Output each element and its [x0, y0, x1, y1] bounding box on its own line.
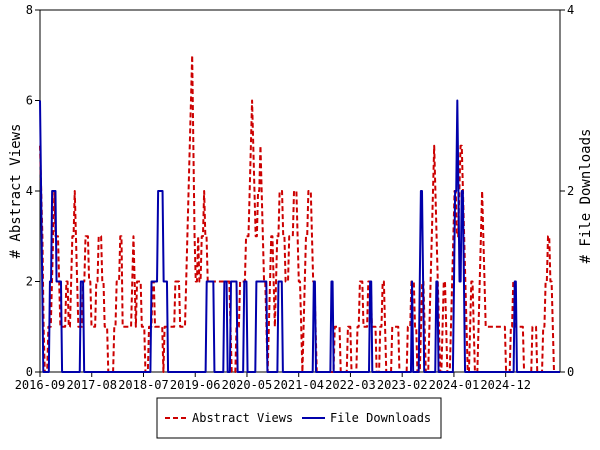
right-axis-title: # File Downloads — [578, 129, 594, 264]
x-tick-label: 2024-01 — [429, 378, 480, 392]
series-line-file-downloads — [39, 99, 560, 373]
x-tick-label: 2023-02 — [377, 378, 428, 392]
left-tick-label: 2 — [26, 275, 33, 289]
x-tick-label: 2019-06 — [170, 378, 221, 392]
legend: Abstract Views File Downloads — [156, 397, 442, 439]
x-tick-label: 2022-03 — [325, 378, 376, 392]
right-tick-label: 0 — [567, 365, 574, 379]
legend-box — [156, 397, 442, 439]
x-tick-label: 2017-08 — [66, 378, 117, 392]
legend-label-file-downloads: File Downloads — [330, 411, 431, 425]
series-line-abstract-views — [39, 54, 560, 373]
left-tick-label: 4 — [26, 184, 33, 198]
x-tick-label: 2016-09 — [15, 378, 66, 392]
left-tick-label: 0 — [26, 365, 33, 379]
x-axis: 2016-09 2017-08 2018-07 2019-06 2020-05 2021-… — [15, 372, 531, 392]
x-tick-label: 2024-12 — [480, 378, 531, 392]
series-layer — [39, 54, 560, 373]
left-tick-label: 6 — [26, 94, 33, 108]
left-y-axis: 0 2 4 6 8 — [26, 3, 40, 379]
left-tick-label: 8 — [26, 3, 33, 17]
right-tick-label: 2 — [567, 184, 574, 198]
x-tick-label: 2021-04 — [273, 378, 324, 392]
plot-area — [39, 9, 561, 373]
right-y-axis: 0 2 4 — [560, 3, 574, 379]
right-tick-label: 4 — [567, 3, 574, 17]
x-tick-label: 2018-07 — [118, 378, 169, 392]
x-tick-label: 2020-05 — [222, 378, 273, 392]
legend-label-abstract-views: Abstract Views — [192, 411, 293, 425]
left-axis-title: # Abstract Views — [8, 124, 24, 259]
